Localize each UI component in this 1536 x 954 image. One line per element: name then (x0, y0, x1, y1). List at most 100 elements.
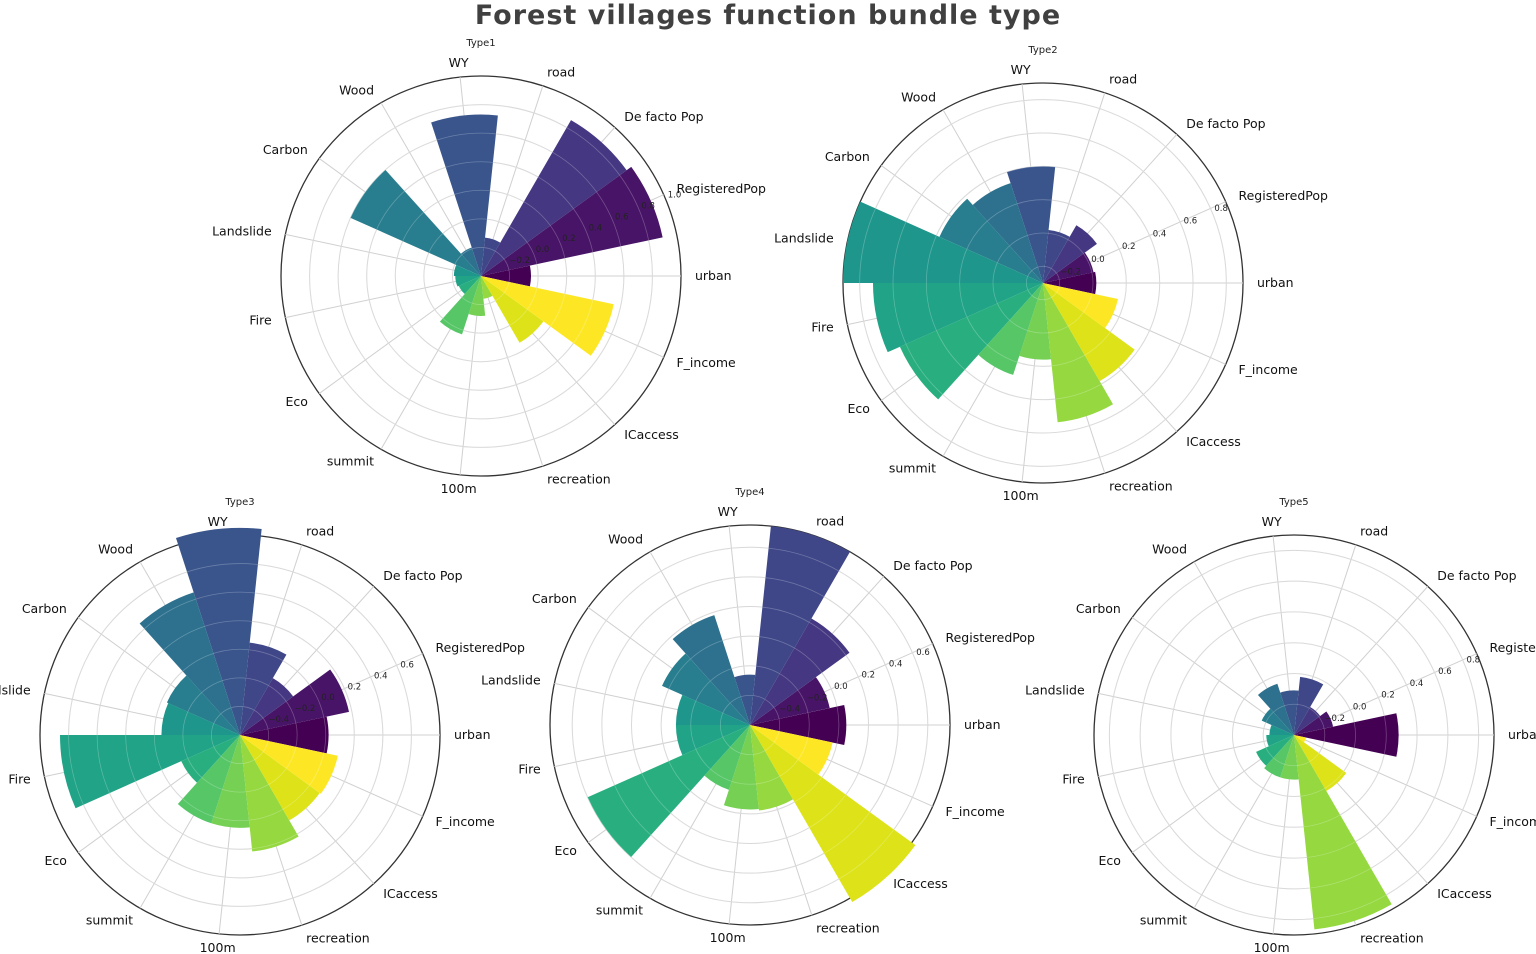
radial-tick-label: −0.2 (295, 704, 316, 714)
category-label-summit: summit (889, 460, 936, 475)
category-label-f-income: F_income (435, 814, 495, 829)
radial-tick-label: 0.2 (1122, 242, 1136, 252)
radial-gridline-overlay (571, 546, 929, 904)
bar-wood (972, 183, 1043, 283)
radial-tick-label: 0.2 (861, 671, 875, 681)
bar-landslide (843, 201, 1043, 283)
chart-title: Type3 (224, 497, 254, 508)
bar-wy (431, 114, 498, 276)
category-label-registeredpop: RegisteredPop (676, 181, 766, 196)
radial-gridline-overlay (690, 665, 810, 785)
bar-de-facto-pop (750, 618, 850, 725)
radial-gridline-overlay (992, 232, 1094, 334)
radial-gridline-overlay (1139, 580, 1449, 890)
category-label-registeredpop: RegisteredPop (945, 630, 1035, 645)
bar-eco (899, 283, 1043, 400)
radial-gridline-overlay (153, 648, 327, 822)
bar-de-facto-pop (481, 120, 627, 277)
category-label-summit: summit (86, 912, 133, 927)
radial-gridline-overlay (211, 706, 269, 764)
bar-road (481, 237, 501, 276)
bar-registeredpop (1043, 252, 1094, 283)
category-label-recreation: recreation (816, 921, 880, 936)
bar-road (1043, 229, 1070, 283)
bar-f-income (1294, 735, 1307, 743)
bar-summit (704, 725, 750, 790)
polar-chart-3: −0.4 −0.2 0.0 0.2 0.4 0.6 urban RegisteredPop De… (0, 497, 525, 954)
radial-gridline-overlay (182, 677, 298, 793)
radial-gridline-overlay (1170, 611, 1418, 859)
bar-carbon (939, 198, 1043, 283)
chart-title: Type4 (734, 487, 764, 498)
bar-urban (240, 716, 329, 754)
category-label-wood: Wood (339, 83, 374, 98)
category-label-fire: Fire (249, 312, 272, 327)
category-label-carbon: Carbon (1076, 601, 1121, 616)
bar-wood (139, 592, 240, 735)
category-label-wood: Wood (1152, 542, 1187, 557)
radial-gridline-overlay (337, 132, 625, 420)
radial-gridline-overlay (601, 576, 899, 874)
radial-tick-label: 0.4 (1410, 679, 1424, 689)
radial-gridline-overlay (452, 247, 510, 305)
category-label-icaccess: ICaccess (1437, 886, 1492, 901)
radial-gridline-overlay (925, 165, 1161, 401)
category-label-wy: WY (1262, 514, 1282, 529)
angular-gridline (480, 275, 544, 467)
category-label-de-facto-pop: De facto Pop (1437, 568, 1516, 583)
bar-road (240, 642, 287, 735)
chart-title: Type1 (465, 38, 495, 49)
category-label-summit: summit (1140, 912, 1187, 927)
bar-de-facto-pop (240, 678, 294, 735)
radial-gridline-overlay (125, 620, 355, 850)
category-label-urban: urban (1257, 275, 1294, 290)
radial-tick-label: 0.4 (589, 223, 603, 233)
bar-landslide (453, 264, 481, 276)
bar-recreation (481, 276, 493, 299)
radial-gridline-overlay (859, 99, 1227, 467)
bar-recreation (1294, 735, 1392, 930)
angular-gridline (1098, 692, 1295, 736)
radial-tick-label: 0.0 (1091, 255, 1105, 265)
figure-title: Forest villages function bundle type (474, 0, 1062, 31)
radial-tick-label: 0.0 (536, 245, 550, 255)
category-label-recreation: recreation (547, 472, 611, 487)
category-label-carbon: Carbon (263, 142, 308, 157)
category-label-carbon: Carbon (532, 591, 577, 606)
bar-eco (181, 735, 240, 783)
radial-tick-label: 0.0 (834, 682, 848, 692)
category-label-landslide: Landslide (212, 224, 272, 239)
category-label-summit: summit (327, 453, 374, 468)
category-label-100m: 100m (1003, 488, 1039, 503)
radial-gridline-overlay (719, 694, 781, 756)
radial-tick-label: 0.2 (348, 682, 362, 692)
radial-gridline-overlay (1262, 703, 1326, 767)
bar-100m (211, 735, 250, 828)
bar-eco (1256, 735, 1294, 766)
bar-fire (455, 276, 481, 287)
radial-tick-label: 0.6 (1438, 667, 1452, 677)
bar-urban (1294, 713, 1399, 757)
bar-fire (675, 725, 750, 756)
bar-icaccess (1294, 735, 1347, 791)
category-label-de-facto-pop: De facto Pop (1186, 116, 1265, 131)
angular-gridline (1293, 734, 1477, 817)
radial-tick-label: 0.8 (641, 201, 655, 211)
radial-tick-label: −0.2 (1324, 714, 1345, 724)
category-label-wy: WY (449, 55, 469, 70)
angular-gridline (1293, 586, 1429, 736)
chart-title: Type2 (1027, 45, 1057, 56)
category-label-recreation: recreation (1109, 479, 1173, 494)
category-label-wy: WY (208, 514, 228, 529)
radial-gridline-overlay (660, 635, 840, 815)
category-label-100m: 100m (441, 481, 477, 496)
bar-landslide (161, 703, 240, 735)
bar-registeredpop (750, 677, 830, 725)
radial-tick-label: 0.4 (889, 659, 903, 669)
category-label-summit: summit (596, 902, 643, 917)
bar-wy (1006, 166, 1056, 283)
bar-icaccess (481, 276, 544, 343)
radial-tick-label: 0.8 (1214, 204, 1228, 214)
category-label-registeredpop: RegisteredPop (1489, 640, 1536, 655)
